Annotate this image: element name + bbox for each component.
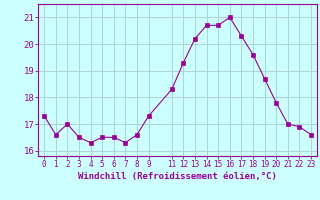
X-axis label: Windchill (Refroidissement éolien,°C): Windchill (Refroidissement éolien,°C) (78, 172, 277, 181)
